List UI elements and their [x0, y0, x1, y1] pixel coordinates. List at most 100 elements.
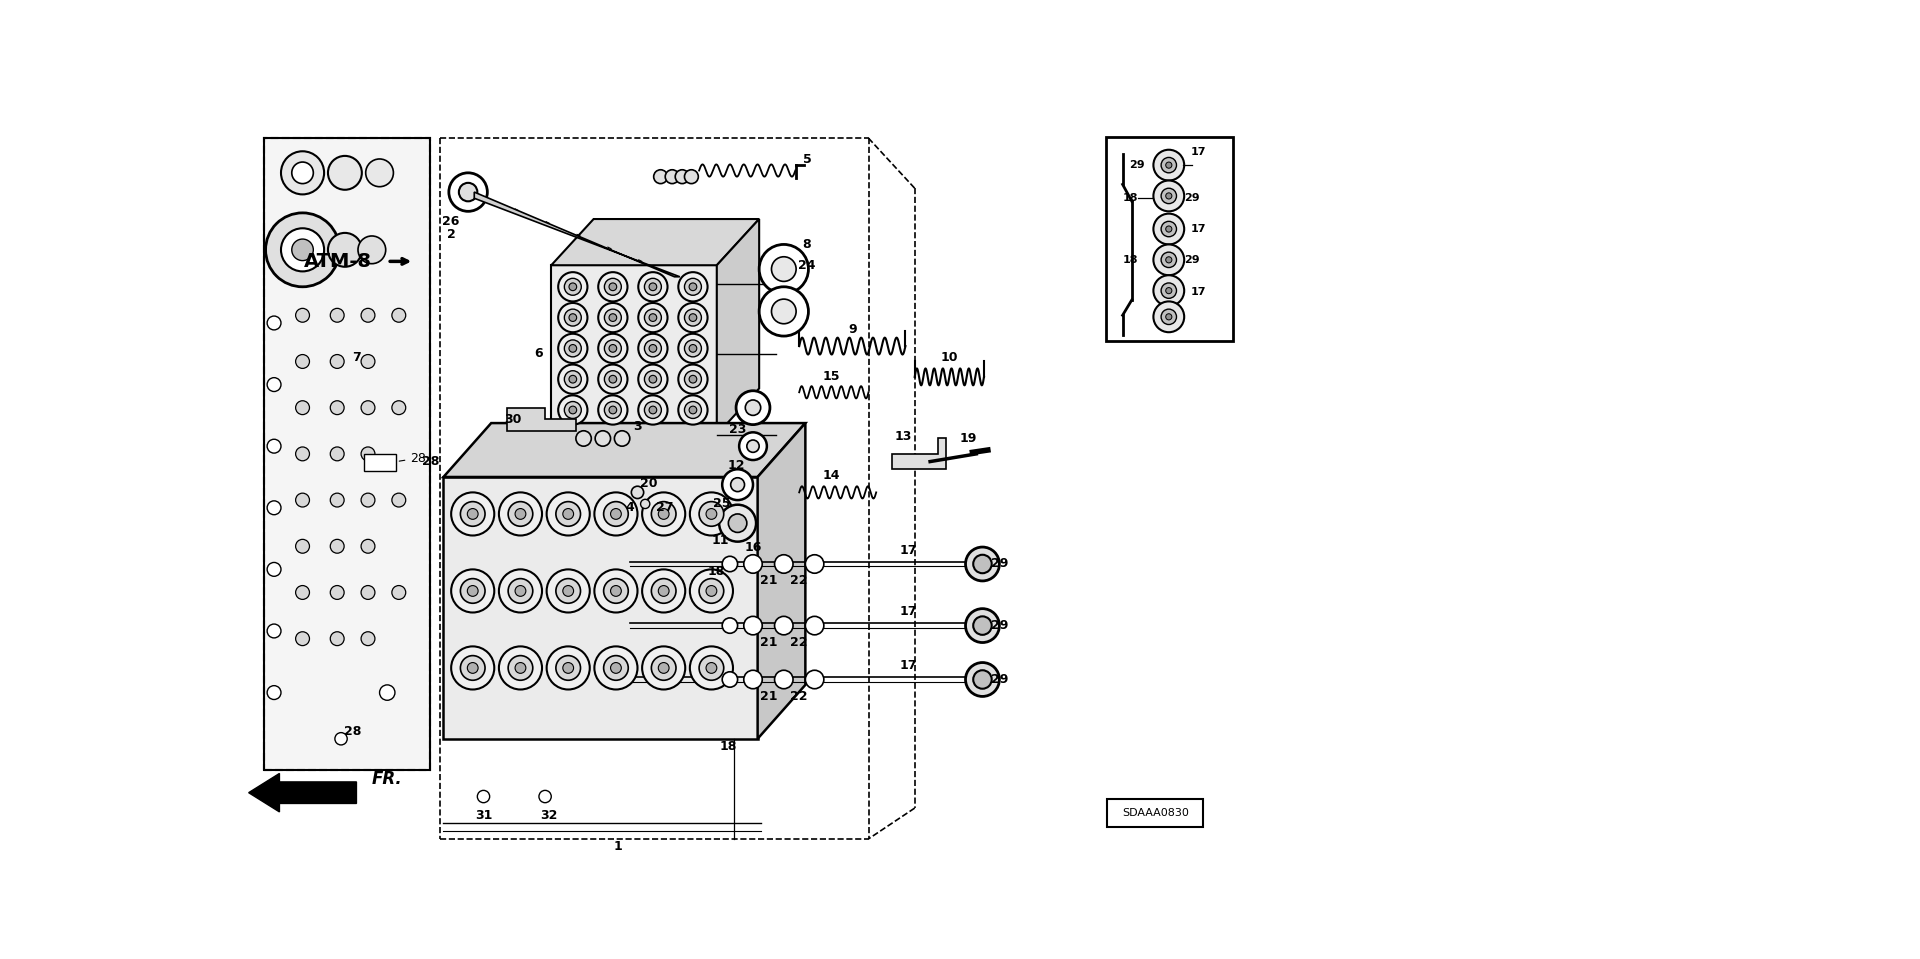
Circle shape [637, 272, 668, 301]
Circle shape [1165, 162, 1171, 168]
Circle shape [576, 431, 591, 446]
Circle shape [732, 478, 745, 492]
Circle shape [1165, 314, 1171, 320]
Circle shape [563, 508, 574, 520]
Circle shape [361, 586, 374, 599]
Circle shape [659, 508, 668, 520]
Circle shape [451, 646, 493, 690]
Circle shape [296, 493, 309, 507]
Text: 22: 22 [791, 636, 808, 649]
Circle shape [267, 624, 280, 638]
Circle shape [1165, 257, 1171, 263]
Circle shape [330, 401, 344, 414]
Circle shape [689, 375, 697, 383]
Circle shape [664, 170, 680, 183]
Text: 16: 16 [745, 541, 762, 554]
Circle shape [267, 439, 280, 453]
Text: 18: 18 [707, 565, 724, 578]
Text: 13: 13 [895, 431, 912, 443]
Circle shape [559, 272, 588, 301]
Circle shape [966, 663, 1000, 696]
Circle shape [568, 375, 576, 383]
Circle shape [659, 663, 668, 673]
Circle shape [296, 539, 309, 553]
Circle shape [361, 309, 374, 322]
Circle shape [603, 578, 628, 603]
Circle shape [611, 586, 622, 596]
Circle shape [1162, 309, 1177, 324]
Circle shape [678, 364, 708, 394]
Circle shape [758, 287, 808, 336]
Text: 15: 15 [824, 370, 841, 384]
Circle shape [684, 371, 701, 387]
Circle shape [774, 670, 793, 689]
Text: 27: 27 [657, 502, 674, 514]
Circle shape [547, 492, 589, 535]
Circle shape [649, 375, 657, 383]
Text: 12: 12 [728, 459, 745, 472]
Circle shape [722, 672, 737, 688]
Polygon shape [551, 219, 758, 266]
Circle shape [540, 790, 551, 803]
Circle shape [392, 586, 405, 599]
Circle shape [564, 371, 582, 387]
Circle shape [328, 156, 361, 190]
Circle shape [568, 407, 576, 414]
Circle shape [296, 632, 309, 645]
Circle shape [973, 670, 993, 689]
Circle shape [563, 663, 574, 673]
Circle shape [515, 586, 526, 596]
Circle shape [804, 670, 824, 689]
Text: 21: 21 [760, 690, 778, 703]
Circle shape [684, 402, 701, 418]
Bar [265, 138, 430, 769]
Text: 7: 7 [351, 351, 361, 364]
Polygon shape [551, 266, 716, 434]
Circle shape [328, 233, 361, 267]
Circle shape [461, 656, 486, 680]
Text: 4: 4 [626, 502, 634, 514]
Circle shape [599, 334, 628, 363]
Circle shape [1154, 275, 1185, 306]
Circle shape [267, 686, 280, 699]
Circle shape [605, 309, 622, 326]
Circle shape [296, 401, 309, 414]
Circle shape [966, 609, 1000, 643]
Circle shape [603, 502, 628, 526]
Text: 17: 17 [900, 544, 918, 556]
Text: 8: 8 [803, 238, 812, 251]
Text: 29: 29 [991, 620, 1008, 632]
Text: 18: 18 [1123, 194, 1139, 203]
Circle shape [804, 617, 824, 635]
Bar [265, 138, 430, 769]
Circle shape [966, 547, 1000, 581]
Circle shape [684, 278, 701, 295]
Circle shape [641, 500, 649, 508]
Circle shape [735, 390, 770, 425]
Circle shape [1162, 252, 1177, 268]
Circle shape [292, 239, 313, 261]
Polygon shape [444, 477, 758, 738]
Text: 29: 29 [991, 557, 1008, 571]
Circle shape [603, 656, 628, 680]
Text: 17: 17 [1190, 224, 1206, 234]
Circle shape [461, 502, 486, 526]
Circle shape [1154, 180, 1185, 211]
Polygon shape [758, 423, 804, 738]
Circle shape [645, 371, 660, 387]
Circle shape [467, 663, 478, 673]
Circle shape [699, 578, 724, 603]
Polygon shape [507, 408, 576, 431]
Polygon shape [891, 438, 945, 469]
Circle shape [392, 493, 405, 507]
Text: 30: 30 [505, 412, 522, 426]
Text: 14: 14 [824, 469, 841, 482]
Circle shape [609, 283, 616, 291]
Circle shape [772, 257, 797, 281]
Text: 24: 24 [799, 259, 816, 271]
Circle shape [605, 402, 622, 418]
Circle shape [605, 339, 622, 357]
Circle shape [689, 407, 697, 414]
Circle shape [330, 493, 344, 507]
Circle shape [361, 493, 374, 507]
